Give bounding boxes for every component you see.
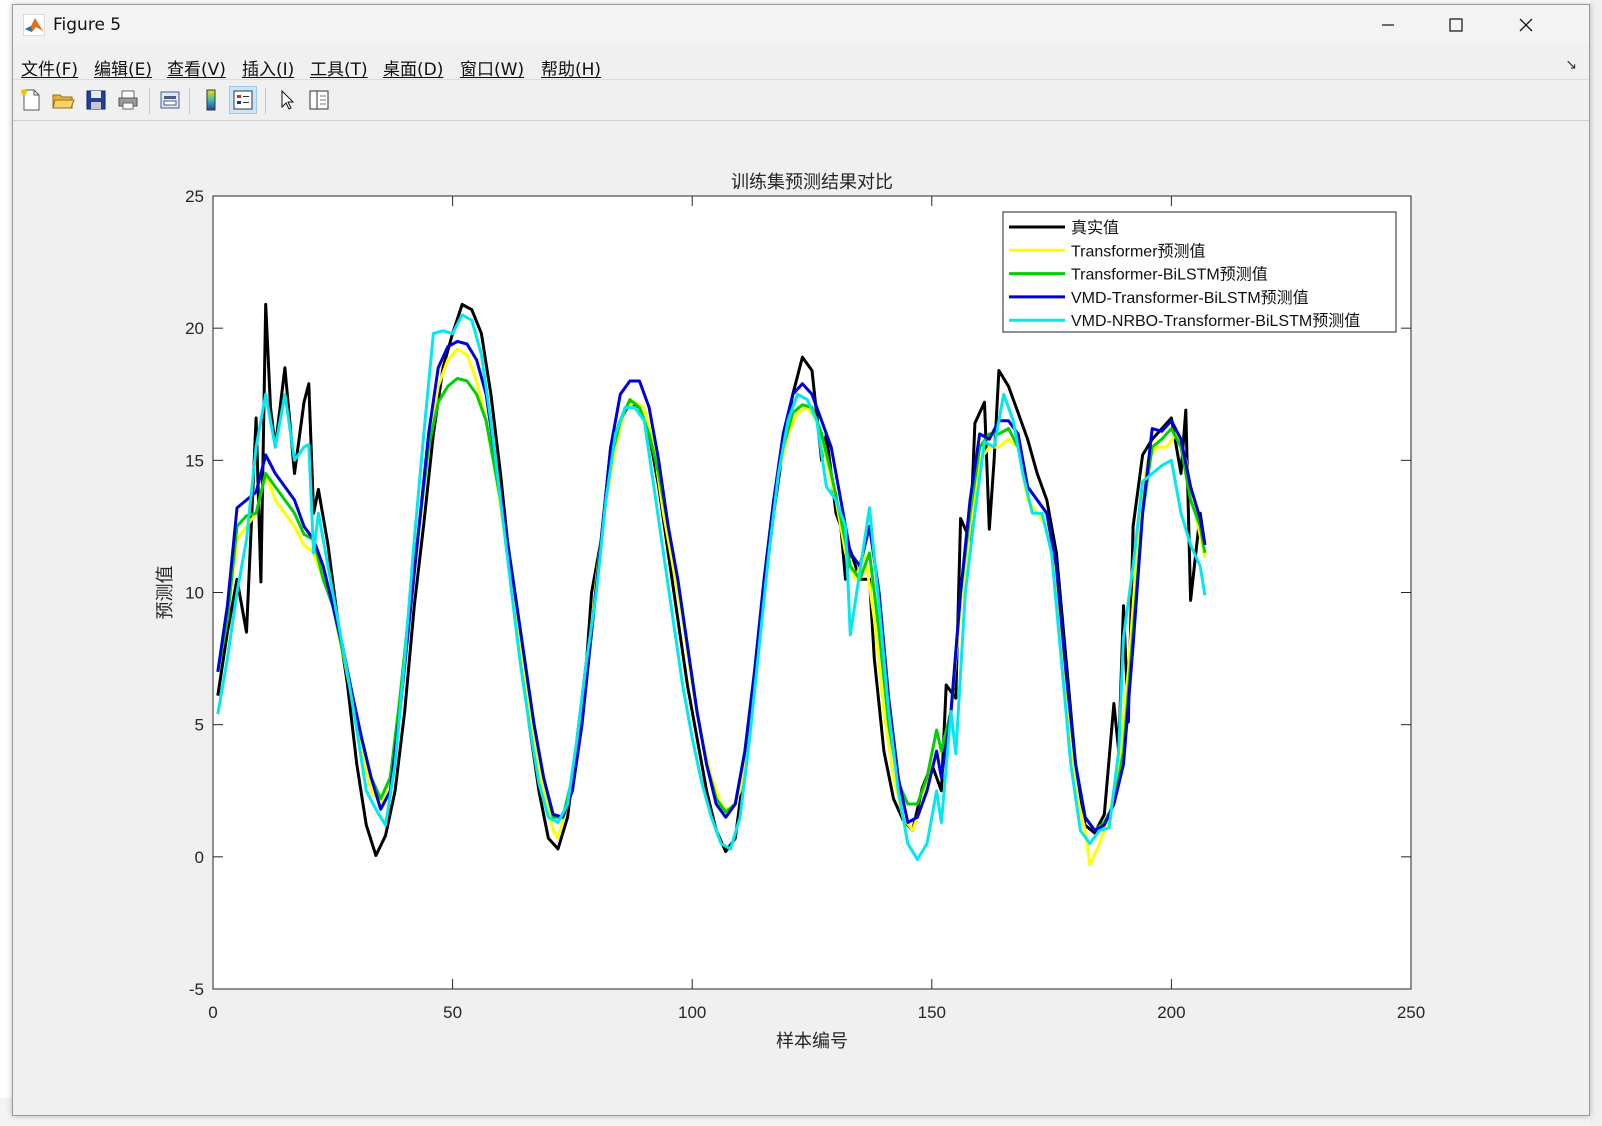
- y-tick-label: 20: [185, 319, 204, 338]
- save-icon: [86, 90, 106, 110]
- y-tick-label: 15: [185, 451, 204, 470]
- colorbar-icon: [206, 89, 216, 111]
- menu-edit[interactable]: 编辑(E): [94, 60, 153, 80]
- legend-label: VMD-Transformer-BiLSTM预测值: [1071, 289, 1309, 307]
- menu-help[interactable]: 帮助(H): [541, 60, 602, 80]
- property-editor-button[interactable]: [305, 86, 333, 114]
- dock-arrow-icon[interactable]: ↘: [1565, 57, 1577, 73]
- legend-box: [1002, 211, 1397, 333]
- toolbar-separator: [149, 88, 150, 114]
- print-button[interactable]: [114, 86, 142, 114]
- print-icon: [118, 90, 138, 110]
- x-tick-label: 250: [1397, 1003, 1425, 1022]
- print-preview-button[interactable]: [156, 86, 184, 114]
- x-tick-label: 200: [1157, 1003, 1185, 1022]
- y-tick-label: 25: [185, 187, 204, 206]
- property-editor-icon: [309, 90, 329, 110]
- menu-file[interactable]: 文件(F): [21, 60, 79, 80]
- pointer-button[interactable]: [273, 86, 301, 114]
- series-line: [216, 313, 1207, 861]
- background-right: [1590, 0, 1602, 1126]
- menu-window[interactable]: 窗口(W): [460, 60, 525, 80]
- legend-label: Transformer预测值: [1071, 242, 1206, 260]
- legend-icon: [233, 90, 253, 110]
- colorbar-button[interactable]: [197, 86, 225, 114]
- figure-canvas[interactable]: 0 50 100 150 200 250 -5 0 5 10 15 20 25 训练集预测结果对比 样本…: [13, 121, 1589, 1115]
- chart-title: 训练集预测结果对比: [731, 172, 893, 193]
- legend-label: Transformer-BiLSTM预测值: [1071, 266, 1268, 284]
- new-figure-icon: [21, 89, 40, 111]
- new-figure-button[interactable]: [17, 86, 45, 114]
- plot-frame: [212, 195, 1412, 990]
- toolbar-separator: [189, 88, 190, 114]
- x-tick-label: 50: [443, 1003, 462, 1022]
- save-button[interactable]: [82, 86, 110, 114]
- menu-view[interactable]: 查看(V): [167, 60, 226, 80]
- y-tick-label: 5: [195, 716, 204, 735]
- menu-desktop[interactable]: 桌面(D): [383, 60, 444, 80]
- background-left: [0, 0, 12, 1126]
- matlab-logo-icon: [23, 14, 45, 36]
- series-line: [216, 339, 1207, 832]
- print-preview-icon: [160, 91, 180, 109]
- x-tick-label: 150: [918, 1003, 946, 1022]
- close-button[interactable]: [1491, 5, 1561, 45]
- window-title: Figure 5: [53, 15, 122, 35]
- maximize-button[interactable]: [1421, 5, 1491, 45]
- series-lines: [216, 302, 1207, 867]
- menu-tools[interactable]: 工具(T): [310, 60, 368, 80]
- x-tick-label: 100: [678, 1003, 706, 1022]
- open-file-icon: [52, 94, 75, 109]
- x-tick-label: 0: [208, 1003, 217, 1022]
- y-tick-label: 10: [185, 584, 204, 603]
- menu-insert[interactable]: 插入(I): [242, 60, 295, 80]
- pointer-icon: [281, 89, 295, 110]
- figure-window: Figure 5 文件(F) 编辑(E) 查看(V) 插入(I) 工具(T) 桌…: [12, 4, 1590, 1116]
- y-tick-label: -5: [189, 980, 204, 999]
- close-icon: [1519, 18, 1533, 32]
- y-tick-label: 0: [195, 848, 204, 867]
- maximize-icon: [1449, 18, 1463, 32]
- open-file-button[interactable]: [49, 86, 77, 114]
- legend-label: VMD-NRBO-Transformer-BiLSTM预测值: [1071, 312, 1360, 330]
- toolbar: [13, 79, 1589, 121]
- minimize-icon: [1382, 24, 1394, 26]
- legend-button[interactable]: [229, 86, 257, 114]
- toolbar-separator: [265, 88, 266, 114]
- x-axis-label: 样本编号: [776, 1031, 848, 1052]
- legend[interactable]: 真实值 Transformer预测值 Transformer-BiLSTM预测值 VM…: [1002, 211, 1397, 333]
- minimize-button[interactable]: [1353, 5, 1423, 45]
- legend-label: 真实值: [1071, 219, 1119, 237]
- y-axis-label: 预测值: [155, 566, 176, 620]
- menu-bar: 文件(F) 编辑(E) 查看(V) 插入(I) 工具(T) 桌面(D) 窗口(W…: [13, 49, 1589, 80]
- series-line: [216, 302, 1207, 857]
- title-bar[interactable]: Figure 5: [13, 5, 1589, 45]
